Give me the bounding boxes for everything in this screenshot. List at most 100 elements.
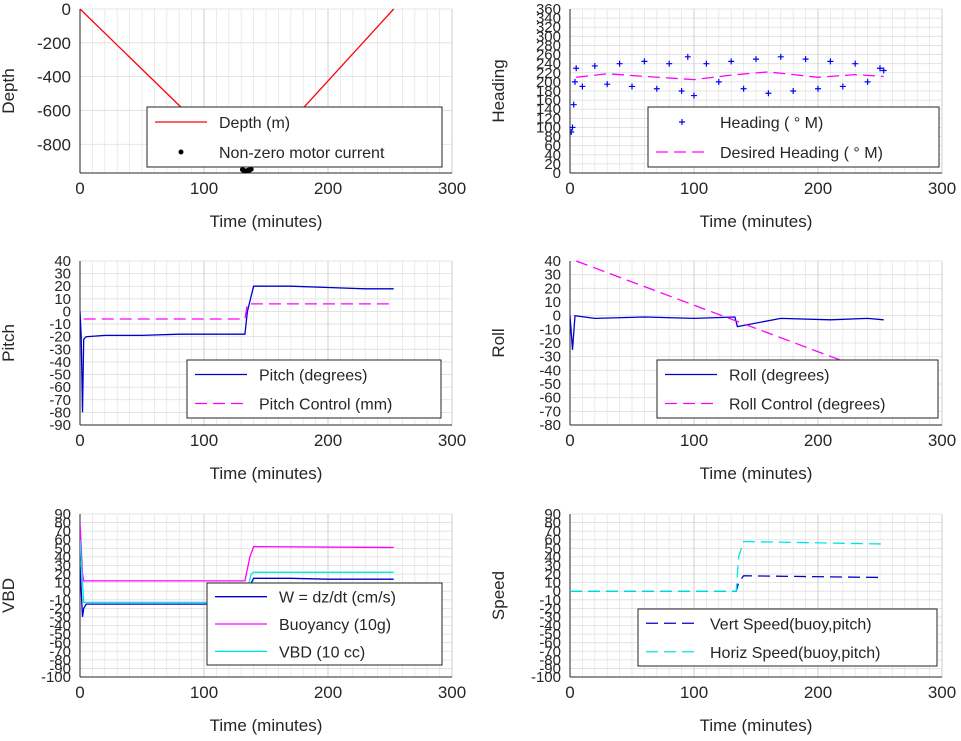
y-tick-label: -40 bbox=[539, 362, 561, 379]
series-point bbox=[678, 88, 685, 94]
y-tick-label: 60 bbox=[544, 532, 561, 549]
y-tick-label: -10 bbox=[539, 321, 561, 338]
y-tick-label: 70 bbox=[544, 523, 561, 540]
y-tick-label: 20 bbox=[544, 280, 561, 297]
series-point bbox=[839, 83, 846, 90]
chart-panel-4: 0 100 200 3009080706050403020100-10-20-30-4… bbox=[0, 506, 466, 735]
x-tick-label: 100 bbox=[190, 683, 218, 702]
series-point bbox=[248, 166, 254, 172]
y-tick-label: 140 bbox=[536, 101, 561, 118]
x-tick-label: 100 bbox=[190, 431, 218, 450]
series-point bbox=[852, 60, 859, 67]
y-tick-label: 90 bbox=[544, 506, 561, 523]
series-point bbox=[571, 78, 578, 85]
y-tick-label: -30 bbox=[539, 609, 561, 626]
y-tick-label: 360 bbox=[536, 1, 561, 18]
y-tick-label: 340 bbox=[536, 10, 561, 27]
x-tick-label: 100 bbox=[680, 683, 708, 702]
y-tick-label: 20 bbox=[544, 566, 561, 583]
y-tick-label: 30 bbox=[54, 266, 71, 283]
legend-box bbox=[637, 608, 938, 667]
legend: Vert Speed(buoy,pitch) Horiz Speed(buoy,p… bbox=[637, 608, 938, 667]
y-tick-label: 30 bbox=[544, 557, 561, 574]
y-tick-label: 320 bbox=[536, 19, 561, 36]
x-tick-label: 300 bbox=[928, 431, 956, 450]
chart-panel-0: 0 100 200 300 0 -200 -400 -600 -800 Time (minutes… bbox=[0, 0, 466, 231]
legend-label: Depth (m) bbox=[219, 115, 290, 132]
x-axis-label: Time (minutes) bbox=[210, 212, 323, 231]
y-tick-label: -60 bbox=[539, 390, 561, 407]
chart-panel-1: 0 100 200 300020406080100120140160180200220… bbox=[489, 1, 956, 231]
y-tick-label: -600 bbox=[37, 101, 71, 120]
legend: Depth (m) Non-zero motor current bbox=[146, 106, 443, 168]
legend-label: Desired Heading ( ° M) bbox=[720, 145, 883, 162]
y-tick-label: -200 bbox=[37, 34, 71, 53]
series-point bbox=[753, 56, 759, 63]
y-tick-label: -30 bbox=[49, 341, 71, 358]
series-group bbox=[570, 260, 884, 371]
x-tick-label: 0 bbox=[565, 683, 574, 702]
y-tick-label: 20 bbox=[54, 278, 71, 295]
legend: Heading ( ° M) Desired Heading ( ° M) bbox=[647, 106, 940, 168]
legend-box bbox=[647, 106, 940, 168]
series-point bbox=[666, 60, 673, 67]
y-tick-label: -30 bbox=[49, 609, 71, 626]
series-point bbox=[691, 92, 697, 99]
series-point bbox=[641, 58, 648, 65]
legend-box bbox=[146, 106, 443, 168]
y-tick-label: -100 bbox=[41, 669, 71, 686]
x-tick-label: 0 bbox=[75, 683, 84, 702]
y-tick-label: 50 bbox=[544, 540, 561, 557]
y-tick-label: -70 bbox=[539, 403, 561, 420]
series-group bbox=[80, 8, 395, 174]
y-tick-label: -90 bbox=[49, 417, 71, 434]
x-tick-label: 300 bbox=[438, 431, 466, 450]
y-tick-label: 0 bbox=[63, 303, 71, 320]
y-tick-label: -80 bbox=[539, 652, 561, 669]
series-point bbox=[616, 60, 623, 67]
series-point bbox=[653, 85, 660, 92]
y-tick-label: 60 bbox=[54, 532, 71, 549]
series-group bbox=[570, 53, 887, 135]
series-point bbox=[765, 90, 772, 97]
y-tick-label: 80 bbox=[54, 515, 71, 532]
series-point bbox=[591, 62, 598, 69]
x-tick-label: 0 bbox=[565, 179, 574, 198]
series-point bbox=[570, 129, 575, 135]
series-point bbox=[570, 101, 577, 108]
y-tick-label: -80 bbox=[49, 652, 71, 669]
x-tick-label: 200 bbox=[804, 179, 832, 198]
series-point bbox=[715, 78, 722, 85]
legend: Roll (degrees) Roll Control (degrees) bbox=[656, 359, 939, 419]
x-axis-label: Time (minutes) bbox=[700, 212, 813, 231]
y-tick-label: 260 bbox=[536, 47, 561, 64]
series-point bbox=[703, 60, 710, 67]
y-tick-label: -70 bbox=[49, 392, 71, 409]
y-tick-label: -20 bbox=[539, 600, 561, 617]
x-tick-label: 300 bbox=[438, 683, 466, 702]
series-point bbox=[802, 56, 809, 63]
y-tick-label: -50 bbox=[49, 626, 71, 643]
y-tick-label: 20 bbox=[544, 156, 561, 173]
y-tick-label: -20 bbox=[49, 600, 71, 617]
legend-label: Roll (degrees) bbox=[729, 368, 829, 385]
legend: W = dz/dt (cm/s) Buoyancy (10g) VBD (10 cc… bbox=[206, 582, 443, 666]
y-tick-label: -60 bbox=[49, 635, 71, 652]
legend-label: VBD (10 cc) bbox=[279, 644, 365, 661]
y-tick-label: -50 bbox=[539, 626, 561, 643]
series-point bbox=[777, 53, 784, 60]
legend-box bbox=[186, 359, 442, 419]
y-axis-label: Depth bbox=[0, 68, 18, 113]
y-tick-label: -50 bbox=[539, 376, 561, 393]
series-point bbox=[790, 88, 797, 94]
y-tick-label: 240 bbox=[536, 56, 561, 73]
y-tick-label: 0 bbox=[553, 165, 561, 182]
y-tick-label: -10 bbox=[49, 316, 71, 333]
y-tick-label: 200 bbox=[536, 74, 561, 91]
y-tick-label: 0 bbox=[63, 583, 71, 600]
legend-swatch bbox=[679, 119, 685, 125]
legend-label: W = dz/dt (cm/s) bbox=[279, 590, 396, 607]
series-line bbox=[570, 540, 884, 592]
